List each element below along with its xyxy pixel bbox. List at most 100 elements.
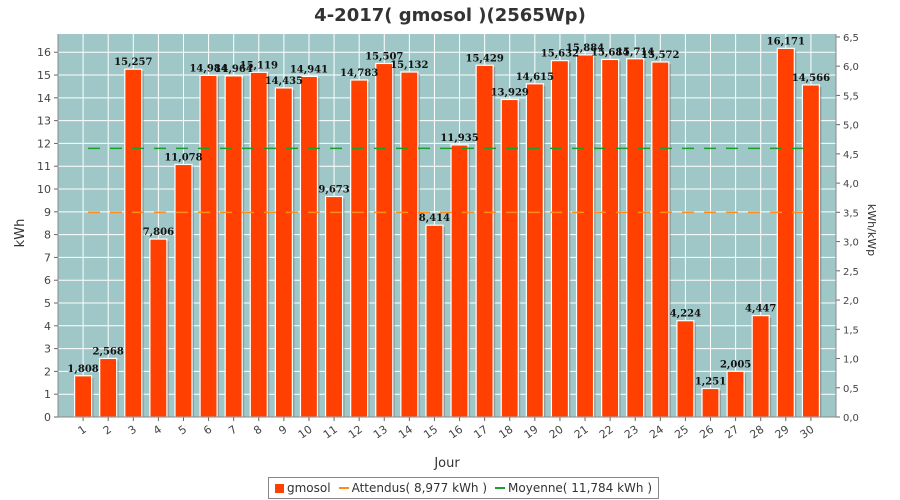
- bar: [324, 195, 344, 418]
- bar: [224, 75, 243, 418]
- y-right-tick-label: 6,0: [843, 62, 859, 73]
- data-label: 15,507: [365, 51, 403, 62]
- x-tick-label: 27: [722, 423, 741, 442]
- y-right-tick-label: 5,5: [843, 91, 859, 102]
- bar: [149, 238, 168, 418]
- data-label: 15,572: [641, 50, 679, 61]
- legend-label-attendus: Attendus( 8,977 kWh ): [351, 481, 488, 495]
- legend-swatch-moyenne: [495, 487, 506, 489]
- x-tick-label: 12: [346, 423, 365, 442]
- x-tick-label: 25: [672, 423, 691, 442]
- x-tick-label: 17: [471, 423, 490, 442]
- y-right-tick-label: 3,5: [843, 208, 859, 219]
- data-label: 14,783: [340, 68, 378, 79]
- x-tick-label: 22: [597, 423, 616, 442]
- y-right-tick-label: 4,5: [843, 150, 859, 161]
- bar: [676, 320, 695, 418]
- y-tick-label: 11: [37, 160, 51, 173]
- y-tick-label: 10: [37, 183, 51, 196]
- y-tick-label: 13: [37, 115, 51, 128]
- y-right-tick-label: 1,0: [843, 355, 859, 366]
- data-label: 14,615: [516, 72, 554, 83]
- x-tick-label: 2: [101, 423, 114, 438]
- y-tick-label: 6: [44, 274, 51, 287]
- x-tick-label: 8: [251, 423, 264, 438]
- data-label: 15,684: [591, 47, 629, 58]
- x-tick-label: 10: [296, 423, 315, 442]
- data-label: 15,632: [541, 49, 579, 60]
- x-axis-label: Jour: [433, 456, 460, 471]
- y-right-tick-label: 4,0: [843, 179, 859, 190]
- data-label: 14,984: [189, 63, 227, 74]
- y-right-tick-label: 0,0: [843, 413, 859, 424]
- legend-swatch-gmosol: [275, 483, 284, 493]
- data-label: 8,414: [419, 213, 450, 224]
- legend-label-gmosol: gmosol: [287, 481, 331, 495]
- y-tick-label: 3: [44, 343, 51, 356]
- data-label: 16,171: [767, 36, 805, 47]
- data-label: 2,568: [93, 346, 124, 357]
- bar: [425, 224, 444, 418]
- x-tick-label: 6: [201, 423, 214, 438]
- y-tick-label: 4: [44, 320, 51, 333]
- x-tick-label: 18: [497, 423, 516, 442]
- bar: [199, 74, 218, 418]
- x-tick-label: 4: [151, 423, 164, 438]
- bar: [400, 71, 419, 418]
- y-tick-label: 8: [44, 229, 51, 242]
- y-tick-label: 9: [44, 206, 51, 219]
- data-label: 14,435: [265, 76, 303, 87]
- data-label: 15,429: [466, 53, 504, 64]
- plot-area: 0123456789101112131415160,00,51,01,52,02…: [37, 33, 859, 442]
- bar: [475, 64, 494, 418]
- data-label: 15,884: [566, 43, 604, 54]
- x-tick-label: 24: [647, 423, 666, 442]
- bar: [73, 375, 93, 418]
- x-tick-label: 5: [176, 423, 189, 438]
- data-label: 15,132: [390, 60, 428, 71]
- x-tick-label: 13: [371, 423, 390, 442]
- x-tick-label: 26: [697, 423, 716, 442]
- bar: [651, 61, 670, 418]
- legend-label-moyenne: Moyenne( 11,784 kWh ): [508, 481, 653, 495]
- data-label: 15,119: [240, 60, 278, 71]
- data-label: 14,566: [792, 73, 830, 84]
- bar: [450, 144, 469, 418]
- bar: [124, 68, 143, 418]
- bar: [249, 71, 268, 418]
- bar: [274, 87, 293, 418]
- data-label: 13,929: [491, 87, 529, 98]
- legend-swatch-attendus: [338, 487, 349, 489]
- data-label: 15,714: [616, 47, 654, 58]
- legend-item-attendus: Attendus( 8,977 kWh ): [338, 481, 488, 495]
- y-tick-label: 14: [37, 92, 51, 105]
- bar: [525, 83, 544, 418]
- bar: [375, 62, 394, 418]
- bar: [350, 79, 369, 418]
- bar: [99, 357, 118, 418]
- bar: [299, 75, 319, 418]
- bar: [701, 387, 720, 418]
- x-tick-label: 19: [522, 423, 541, 442]
- y-right-tick-label: 2,0: [843, 296, 859, 307]
- x-tick-label: 7: [226, 423, 239, 438]
- bar: [550, 60, 570, 418]
- y-right-tick-label: 3,0: [843, 238, 859, 249]
- x-tick-label: 9: [276, 423, 289, 438]
- y-tick-label: 1: [44, 388, 51, 401]
- chart-title: 4-2017( gmosol )(2565Wp): [314, 5, 586, 26]
- data-label: 1,251: [695, 376, 726, 387]
- bar: [174, 163, 193, 418]
- y-tick-label: 5: [44, 297, 51, 310]
- data-label: 11,078: [164, 152, 202, 163]
- x-tick-label: 23: [622, 423, 641, 442]
- y-right-tick-label: 1,5: [843, 325, 859, 336]
- y-tick-label: 2: [44, 365, 51, 378]
- data-label: 2,005: [720, 359, 751, 370]
- bar: [500, 98, 519, 418]
- bar: [801, 84, 821, 418]
- y-tick-label: 0: [44, 411, 51, 424]
- y-tick-label: 15: [37, 69, 51, 82]
- data-label: 11,935: [440, 133, 478, 144]
